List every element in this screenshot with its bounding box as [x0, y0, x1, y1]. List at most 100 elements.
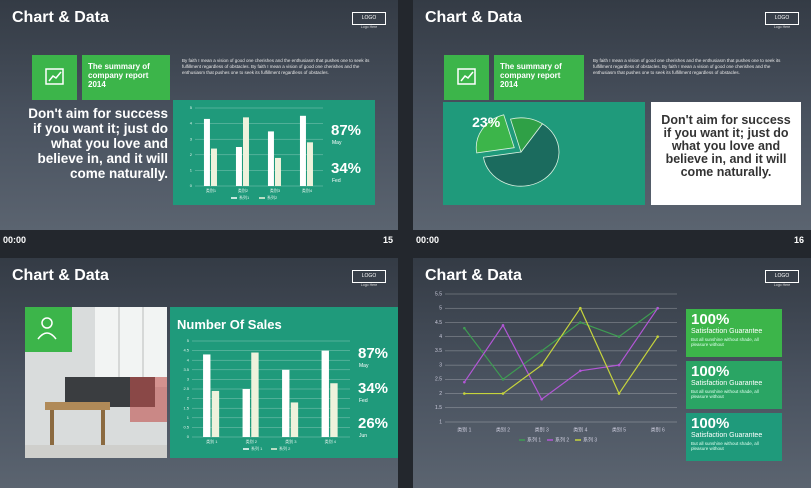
pie-slice: [475, 114, 515, 154]
y-tick-label: 3: [187, 376, 190, 381]
bar: [203, 354, 211, 437]
chart-heading: Number Of Sales: [177, 317, 282, 332]
info-box: 100% Satisfaction Guarantee But all suns…: [686, 309, 782, 357]
x-tick-label: 类别2: [238, 187, 249, 193]
slide-title: Chart & Data: [425, 9, 522, 26]
x-tick-label: 类别 2: [246, 438, 258, 444]
stat-label: Fed: [332, 178, 341, 184]
y-tick-label: 5: [187, 338, 190, 343]
chart-panel: Number Of Sales 0 0.5 1 1.5 2 2.5 3 3.5 4 4.5 5 类别 …: [170, 307, 398, 458]
stat-value: 26%: [358, 415, 389, 432]
point: [617, 363, 621, 367]
box-value: 100%: [691, 415, 730, 432]
chart-panel: 23%: [443, 102, 645, 205]
legend-label: 系列 1: [251, 445, 263, 451]
summary-box: The summary of company report 2014: [494, 55, 584, 100]
icon-box: [444, 55, 489, 100]
legend-label: 系列2: [267, 194, 278, 200]
bar: [243, 117, 249, 186]
point: [463, 392, 466, 395]
y-tick-label: 3: [190, 136, 193, 141]
y-tick-label: 2.5: [435, 377, 442, 383]
line-chart: 1 1.5 2 2.5 3 3.5 4 4.5 5 5.5 类别 1 类别 2 类别 3 类别 4 类别 5…: [435, 291, 677, 443]
chart-icon: [45, 68, 64, 85]
slide-title: Chart & Data: [12, 9, 109, 26]
info-box: 100% Satisfaction Guarantee But all suns…: [686, 361, 782, 409]
y-tick-label: 2.5: [183, 386, 189, 391]
y-tick-label: 1: [187, 415, 190, 420]
slide[interactable]: Chart & Data LOGO Logo Here 1 1.5 2 2.5 3 3.5…: [413, 258, 811, 488]
quote: Don't aim for success if you want it; ju…: [28, 106, 168, 181]
y-tick-label: 4: [187, 357, 190, 362]
y-tick-label: 1.5: [183, 405, 189, 410]
y-tick-label: 2: [187, 396, 190, 401]
y-tick-label: 3.5: [435, 348, 442, 354]
point: [501, 323, 505, 327]
photo: [25, 307, 167, 458]
stat-value: 34%: [358, 380, 389, 397]
legend-label: 系列 1: [527, 436, 541, 443]
box-value: 100%: [691, 363, 730, 380]
y-tick-label: 0.5: [183, 424, 189, 429]
bar: [203, 118, 210, 186]
stat-label: Jun: [359, 433, 368, 439]
point: [540, 363, 543, 367]
bar: [307, 142, 313, 186]
point: [501, 392, 505, 395]
logo: LOGO: [765, 270, 799, 283]
box-value: 100%: [691, 311, 730, 328]
slide-title: Chart & Data: [12, 267, 109, 284]
point: [579, 321, 582, 324]
point: [617, 335, 621, 338]
box-label: Satisfaction Guarantee: [691, 432, 763, 439]
point: [501, 378, 505, 381]
logo-caption: Logo Here: [360, 25, 378, 29]
logo-caption: Logo Here: [773, 25, 791, 29]
paragraph: By faith I mean a vision of good one che…: [182, 58, 370, 75]
y-tick-label: 4.5: [435, 320, 442, 326]
box-text: But all sunshine without shade, all plea…: [691, 337, 759, 347]
point: [617, 392, 621, 395]
time: 00:00: [3, 235, 27, 245]
slide[interactable]: Chart & Data LOGO Logo Here The summary …: [0, 0, 398, 230]
series-line: [463, 307, 659, 401]
slide[interactable]: Chart & Data LOGO Logo Here Number Of Sa…: [0, 258, 398, 488]
pie-slice: [482, 123, 560, 187]
logo: LOGO: [765, 12, 799, 25]
stat-value: 87%: [331, 122, 362, 139]
box-text: But all sunshine without shade, all plea…: [691, 389, 759, 399]
person-icon: [37, 317, 57, 340]
bar: [211, 148, 217, 186]
legend-label: 系列 2: [555, 436, 569, 443]
y-tick-label: 1: [190, 167, 193, 172]
slide[interactable]: Chart & Data LOGO Logo Here The summary …: [413, 0, 811, 230]
bar: [282, 369, 290, 437]
summary-box: The summary of company report 2014: [82, 55, 170, 100]
x-tick-label: 类别 2: [496, 426, 510, 433]
x-tick-label: 类别 1: [457, 426, 471, 433]
x-tick-label: 类别 5: [612, 426, 626, 433]
x-tick-label: 类别1: [206, 187, 217, 193]
y-tick-label: 4: [439, 334, 442, 340]
legend-label: 系列 2: [279, 445, 291, 451]
info-box: 100% Satisfaction Guarantee But all suns…: [686, 413, 782, 461]
y-tick-label: 3.5: [183, 367, 189, 372]
logo: LOGO: [352, 270, 386, 283]
bar: [321, 350, 329, 437]
x-tick-label: 类别4: [302, 187, 313, 193]
logo-caption: Logo Here: [773, 283, 791, 287]
pie-slice: [510, 117, 544, 153]
quote-box: Don't aim for success if you want it; ju…: [651, 102, 801, 205]
y-tick-label: 3: [439, 362, 442, 368]
y-tick-label: 5: [190, 105, 193, 110]
slide-number: 16: [794, 235, 805, 245]
chart-icon: [457, 68, 476, 85]
bar: [242, 389, 250, 437]
x-tick-label: 类别 6: [651, 426, 665, 433]
stat-label: Fed: [359, 398, 368, 404]
point: [656, 335, 659, 338]
chart-panel: 0 1 2 3 4 5 类别1 类别2 类别3 类别4 系列1 系列2 87% May 34% Fed: [173, 100, 375, 205]
slide-number: 15: [383, 235, 394, 245]
y-tick-label: 2: [190, 152, 193, 157]
